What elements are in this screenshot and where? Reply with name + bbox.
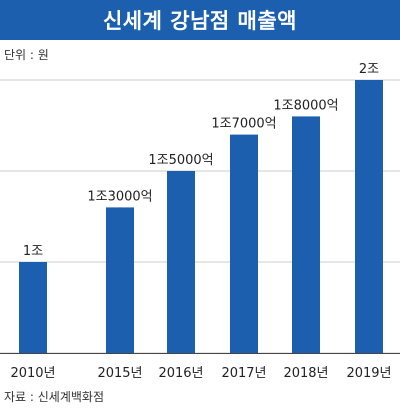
value-label: 1조 (23, 244, 43, 259)
chart-title: 신세계 강남점 매출액 (102, 9, 297, 33)
x-tick-label: 2019년 (346, 366, 391, 381)
title-bar: 신세계 강남점 매출액 (0, 0, 400, 40)
bar (230, 134, 258, 353)
value-label: 2조 (359, 62, 379, 77)
value-labels: 1조 1조3000억 1조5000억 1조7000억 1조8000억 2조 (23, 62, 379, 259)
value-label: 1조5000억 (148, 153, 213, 168)
bar (167, 171, 195, 353)
value-label: 1조3000억 (87, 189, 152, 204)
bar (355, 80, 383, 353)
unit-note: 단위 : 원 (4, 48, 49, 62)
value-label: 1조8000억 (273, 98, 338, 113)
x-tick-label: 2018년 (283, 366, 328, 381)
x-tick-label: 2016년 (158, 366, 203, 381)
bar (19, 262, 47, 353)
grid-lines (0, 79, 400, 354)
source-note: 자료 : 신세계백화점 (4, 390, 104, 404)
x-tick-labels: 2010년 2015년 2016년 2017년 2018년 2019년 (10, 366, 391, 381)
bars (19, 80, 383, 354)
x-tick-label: 2017년 (221, 366, 266, 381)
x-tick-label: 2010년 (10, 366, 55, 381)
x-tick-label: 2015년 (97, 366, 142, 381)
bar (106, 207, 134, 353)
value-label: 1조7000억 (211, 117, 276, 132)
bar (292, 116, 320, 354)
